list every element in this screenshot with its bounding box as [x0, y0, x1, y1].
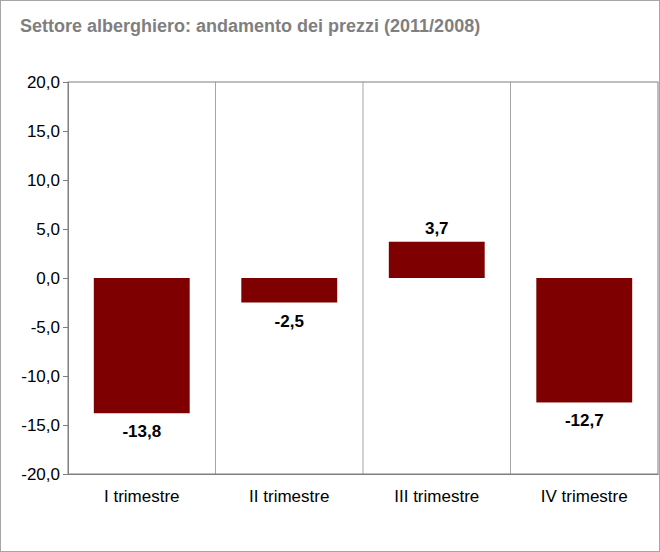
y-tick-mark	[63, 474, 68, 475]
y-tick-label: 20,0	[27, 73, 60, 92]
y-tick: -20,0	[21, 465, 68, 484]
y-tick-mark	[63, 425, 68, 426]
data-label: -13,8	[122, 422, 161, 441]
x-axis-line	[69, 474, 659, 475]
chart-border	[1, 1, 660, 552]
x-tick: III trimestre	[394, 474, 479, 506]
grid-line	[510, 82, 511, 474]
bar	[94, 278, 190, 413]
y-tick-label: 0,0	[36, 269, 60, 288]
y-tick-mark	[63, 229, 68, 230]
bars	[94, 242, 632, 413]
plot-background	[68, 82, 658, 474]
x-tick: IV trimestre	[541, 474, 628, 506]
y-tick-mark	[63, 131, 68, 132]
y-tick: 20,0	[27, 73, 68, 92]
data-labels: -13,8 -2,5 3,7 -12,7	[122, 219, 603, 441]
grid-line	[363, 82, 364, 474]
y-axis: -20,0 -15,0 -10,0 -5,0 0,0 5,0 10,0 15,0 20,0	[21, 73, 68, 484]
y-tick: 10,0	[27, 171, 68, 190]
y-tick: 15,0	[27, 122, 68, 141]
data-label: -12,7	[565, 411, 604, 430]
y-tick: -5,0	[31, 318, 68, 337]
y-tick-label: 10,0	[27, 171, 60, 190]
y-tick-mark	[63, 376, 68, 377]
grid	[216, 82, 511, 474]
data-label: -2,5	[275, 312, 304, 331]
title: Settore alberghiero: andamento dei prezz…	[20, 16, 480, 36]
plot: -20,0 -15,0 -10,0 -5,0 0,0 5,0 10,0 15,0 20,0 I t…	[21, 73, 658, 506]
x-axis: I trimestre II trimestre III trimestre IV t…	[69, 474, 659, 506]
y-axis-line	[63, 83, 69, 475]
y-tick-label: 15,0	[27, 122, 60, 141]
y-tick-mark	[63, 180, 68, 181]
y-tick-mark	[63, 82, 68, 83]
y-tick: 0,0	[36, 269, 68, 288]
y-tick-label: -20,0	[21, 465, 60, 484]
x-tick-label: I trimestre	[104, 487, 180, 506]
x-tick-label: II trimestre	[249, 487, 329, 506]
data-label: 3,7	[425, 219, 449, 238]
y-tick-label: -10,0	[21, 367, 60, 386]
y-tick: -10,0	[21, 367, 68, 386]
x-tick: II trimestre	[249, 474, 329, 506]
x-tick: I trimestre	[104, 474, 180, 506]
x-tick-label: IV trimestre	[541, 487, 628, 506]
y-tick-mark	[63, 278, 68, 279]
y-tick-mark	[63, 327, 68, 328]
chart: Settore alberghiero: andamento dei prezz…	[0, 0, 660, 552]
bar	[389, 242, 485, 278]
plot-frame	[68, 82, 658, 474]
x-tick-label: III trimestre	[394, 487, 479, 506]
y-tick-label: -5,0	[31, 318, 60, 337]
y-tick-label: -15,0	[21, 416, 60, 435]
bar	[241, 278, 337, 303]
y-tick: -15,0	[21, 416, 68, 435]
y-tick: 5,0	[36, 220, 68, 239]
y-tick-label: 5,0	[36, 220, 60, 239]
grid-line	[215, 82, 216, 474]
bar	[536, 278, 632, 402]
